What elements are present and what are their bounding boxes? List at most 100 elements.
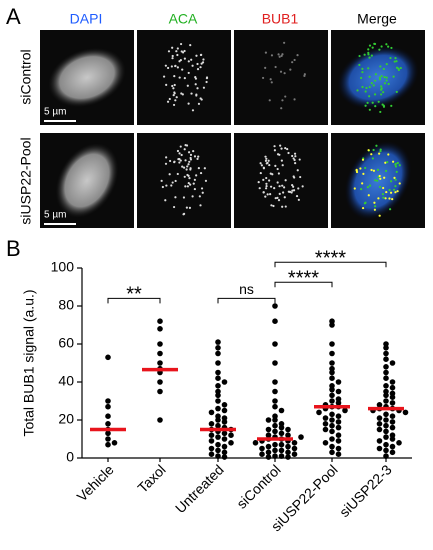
dot	[272, 428, 278, 435]
spot	[293, 98, 296, 101]
spot	[296, 169, 299, 172]
spot	[192, 150, 195, 153]
dot	[157, 350, 163, 357]
spot	[197, 155, 200, 158]
spot	[283, 41, 286, 44]
spot	[395, 170, 398, 173]
dot	[329, 422, 335, 429]
dot	[252, 440, 259, 446]
spot	[381, 193, 384, 196]
spot	[380, 74, 383, 78]
spot	[281, 184, 284, 187]
dot	[383, 417, 389, 423]
dot	[272, 379, 278, 385]
spot	[291, 61, 294, 64]
spot	[283, 72, 286, 75]
spot	[202, 58, 205, 61]
dot	[389, 360, 396, 366]
dot	[285, 449, 291, 456]
spot	[303, 73, 306, 76]
spot	[382, 196, 385, 199]
dot	[157, 318, 163, 325]
spot	[293, 176, 296, 179]
spot	[200, 53, 203, 56]
spot	[298, 158, 301, 161]
dot	[389, 384, 396, 391]
dot	[215, 345, 221, 351]
dot	[215, 339, 221, 345]
spot	[172, 94, 175, 97]
spot	[382, 91, 385, 94]
dot	[285, 454, 291, 460]
spot	[165, 156, 168, 159]
spot	[169, 159, 172, 163]
spot	[293, 58, 296, 62]
spot	[360, 76, 363, 80]
spot	[384, 197, 387, 200]
y-tick-label: 40	[58, 373, 74, 389]
spot	[389, 180, 393, 183]
x-tick-label: Vehicle	[73, 461, 116, 504]
spot	[358, 63, 361, 67]
spot	[172, 205, 176, 209]
x-tick-label: Untreated	[172, 461, 227, 516]
dot	[215, 441, 221, 448]
spot	[164, 199, 167, 202]
dot	[215, 417, 221, 423]
scale-bar-label: 5 µm	[44, 210, 66, 221]
spot	[391, 198, 394, 201]
spot	[193, 178, 196, 181]
dot	[383, 369, 389, 376]
chromosomes	[337, 45, 419, 110]
dot	[383, 453, 389, 459]
dot	[335, 388, 342, 395]
spot	[174, 99, 177, 102]
spot	[380, 87, 383, 90]
spot	[186, 185, 189, 188]
spot	[399, 66, 402, 70]
dot	[335, 438, 342, 444]
dot	[272, 360, 278, 366]
spot	[394, 165, 398, 168]
dot	[105, 430, 111, 437]
spot	[288, 190, 292, 193]
dot	[221, 436, 228, 442]
spot	[278, 153, 281, 156]
dot	[402, 409, 409, 416]
spot	[367, 48, 370, 51]
dot	[221, 449, 228, 456]
spot	[265, 162, 268, 165]
spot	[270, 204, 273, 207]
dot	[208, 421, 215, 427]
spot	[394, 191, 397, 194]
scale-bar-label: 5 µm	[44, 107, 66, 118]
spot	[205, 77, 209, 80]
dot	[383, 411, 389, 418]
spot	[202, 86, 206, 89]
spot	[264, 51, 268, 54]
spot	[353, 187, 356, 190]
spot	[389, 56, 392, 60]
spot	[364, 166, 367, 170]
spot	[181, 165, 184, 168]
spot	[181, 68, 184, 71]
spot	[394, 178, 397, 181]
dot	[265, 454, 272, 460]
bracket	[274, 281, 333, 288]
spot	[165, 83, 168, 86]
spot	[278, 192, 281, 195]
dot	[157, 341, 163, 347]
spot	[378, 78, 382, 81]
dot	[208, 451, 215, 458]
spot	[292, 157, 295, 160]
dot	[329, 360, 335, 366]
spot	[378, 48, 381, 51]
spot	[381, 103, 384, 106]
spot	[362, 172, 365, 175]
column-header: DAPI	[70, 11, 103, 27]
spot	[170, 65, 173, 68]
dot	[335, 451, 342, 458]
spot	[382, 67, 385, 71]
dot	[157, 417, 163, 423]
